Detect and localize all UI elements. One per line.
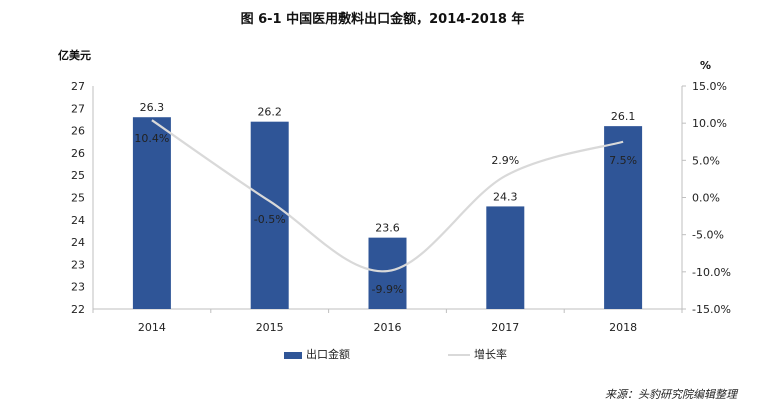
right-tick-label: 10.0%: [692, 117, 727, 130]
growth-value-label: 2.9%: [491, 154, 519, 167]
bar-value-label: 24.3: [493, 190, 518, 203]
legend-item-export-value: 出口金额: [284, 346, 350, 362]
chart-axes: 22 23 23 24 24 25 25 26 26 27 27 -15.0% -10.0% -5.0% 0…: [71, 80, 731, 334]
right-tick-label: -15.0%: [692, 303, 731, 316]
bar: [604, 126, 643, 309]
left-tick-label: 22: [71, 303, 85, 316]
bar-value-label: 26.2: [257, 106, 282, 119]
growth-value-label: 7.5%: [609, 154, 637, 167]
left-tick-label: 24: [71, 236, 85, 249]
right-tick-label: -5.0%: [692, 229, 724, 242]
left-tick-label: 25: [71, 169, 85, 182]
x-tick-label: 2015: [256, 321, 284, 334]
bar: [250, 121, 289, 310]
left-tick-label: 27: [71, 80, 85, 93]
growth-value-label: 10.4%: [134, 132, 169, 145]
bar: [132, 117, 171, 309]
left-axis-unit: 亿美元: [58, 49, 91, 62]
growth-line-series: [151, 119, 624, 273]
legend-label-export-value: 出口金额: [306, 348, 350, 361]
left-tick-label: 27: [71, 102, 85, 115]
bar-value-label: 26.3: [140, 101, 165, 114]
left-tick-label: 25: [71, 192, 85, 205]
right-tick-label: 0.0%: [692, 192, 720, 205]
left-tick-label: 23: [71, 258, 85, 271]
data-labels: 26.3 26.2 23.6 24.3 26.1 10.4% -0.5% -9.9% 2.9% 7…: [134, 101, 637, 296]
legend-item-growth-rate: 增长率: [448, 346, 507, 362]
bar-series: [132, 117, 643, 310]
legend-line-swatch: [448, 354, 470, 356]
growth-value-label: -0.5%: [254, 213, 286, 226]
legend-bar-swatch: [284, 351, 302, 359]
bar: [486, 206, 525, 309]
right-tick-label: 15.0%: [692, 80, 727, 93]
growth-value-label: -9.9%: [372, 283, 404, 296]
x-tick-label: 2014: [138, 321, 166, 334]
left-tick-label: 24: [71, 214, 85, 227]
source-note: 来源：头豹研究院编辑整理: [605, 388, 737, 401]
left-tick-label: 26: [71, 125, 85, 138]
chart-title: 图 6-1 中国医用敷料出口金额，2014-2018 年: [240, 12, 525, 27]
legend-label-growth-rate: 增长率: [474, 348, 507, 361]
bar: [368, 237, 407, 309]
growth-line: [151, 119, 624, 273]
x-tick-label: 2017: [491, 321, 519, 334]
left-tick-label: 26: [71, 147, 85, 160]
x-tick-label: 2018: [609, 321, 637, 334]
x-tick-label: 2016: [374, 321, 402, 334]
right-tick-label: -10.0%: [692, 266, 731, 279]
bar-value-label: 23.6: [375, 222, 400, 235]
right-tick-label: 5.0%: [692, 154, 720, 167]
right-axis-unit: %: [700, 59, 712, 72]
bar-value-label: 26.1: [611, 110, 636, 123]
left-tick-label: 23: [71, 281, 85, 294]
